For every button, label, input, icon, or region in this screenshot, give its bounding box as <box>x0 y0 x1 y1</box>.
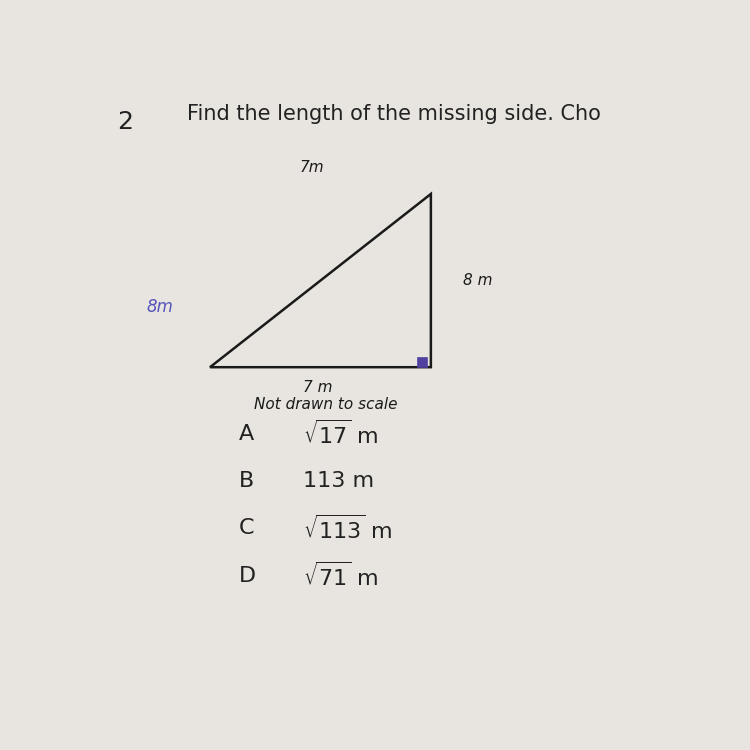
Text: B: B <box>239 471 254 491</box>
Bar <box>418 358 428 368</box>
Text: $\sqrt{17}$ m: $\sqrt{17}$ m <box>303 419 379 448</box>
Text: Not drawn to scale: Not drawn to scale <box>254 398 398 412</box>
Text: C: C <box>239 518 254 538</box>
Text: 7 m: 7 m <box>303 380 332 395</box>
Text: 113 m: 113 m <box>303 471 374 491</box>
Text: 7m: 7m <box>299 160 324 176</box>
Text: $\sqrt{113}$ m: $\sqrt{113}$ m <box>303 514 393 542</box>
Text: 8m: 8m <box>146 298 173 316</box>
Text: $\sqrt{71}$ m: $\sqrt{71}$ m <box>303 562 379 590</box>
Text: 2: 2 <box>117 110 133 134</box>
Text: A: A <box>239 424 254 443</box>
Text: 8 m: 8 m <box>463 273 492 288</box>
Text: D: D <box>239 566 256 586</box>
Text: Find the length of the missing side. Cho: Find the length of the missing side. Cho <box>187 104 601 125</box>
